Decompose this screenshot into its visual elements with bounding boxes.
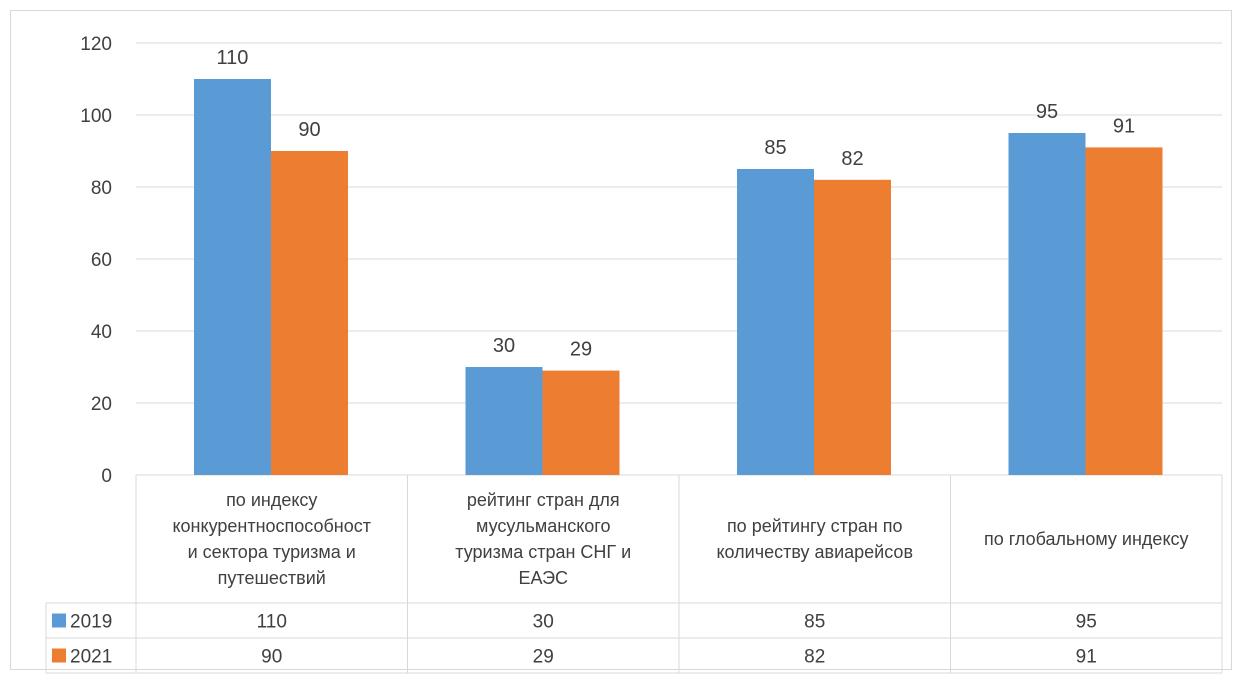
x-category-label: туризма стран СНГ и	[455, 542, 631, 562]
data-label: 90	[298, 119, 320, 141]
data-label: 110	[217, 47, 249, 69]
x-category-label: по глобальному индексу	[984, 529, 1189, 549]
x-category-label: рейтинг стран для	[467, 490, 620, 510]
table-value: 110	[257, 612, 287, 633]
table-value: 30	[533, 612, 554, 633]
table-value: 29	[533, 647, 554, 668]
bar	[737, 169, 814, 475]
bar	[271, 151, 348, 475]
x-category-label: количеству авиарейсов	[716, 542, 913, 562]
y-tick-label: 120	[80, 34, 112, 55]
bar	[814, 179, 891, 476]
data-label: 82	[841, 148, 863, 170]
y-tick-label: 60	[91, 250, 112, 271]
bar	[1085, 147, 1163, 475]
y-tick-label: 20	[91, 394, 112, 415]
y-tick-label: 40	[91, 322, 112, 343]
legend-label: 2019	[70, 612, 112, 633]
y-tick-label: 100	[80, 106, 112, 127]
data-label: 95	[1036, 101, 1058, 123]
bar	[194, 79, 271, 475]
table-value: 82	[804, 647, 825, 668]
x-category-label: и сектора туризма и	[188, 542, 356, 562]
legend-label: 2021	[70, 647, 112, 668]
table-value: 91	[1076, 647, 1097, 668]
data-label: 85	[764, 137, 786, 159]
table-value: 90	[261, 647, 282, 668]
bar	[465, 367, 543, 475]
bar	[542, 370, 620, 475]
x-category-label: конкурентноспособност	[172, 516, 371, 536]
x-category-label: путешествий	[218, 568, 326, 588]
x-category-label: мусульманского	[476, 516, 610, 536]
legend-swatch	[52, 648, 66, 663]
data-label: 29	[570, 339, 592, 361]
data-label: 30	[493, 335, 515, 357]
x-category-label: ЕАЭС	[518, 568, 568, 588]
legend-swatch	[52, 613, 66, 628]
bar	[1008, 133, 1086, 475]
x-category-label: по индексу	[226, 490, 317, 510]
table-value: 95	[1076, 612, 1097, 633]
table-value: 85	[804, 612, 825, 633]
data-label: 91	[1113, 115, 1135, 137]
y-tick-label: 80	[91, 178, 112, 199]
x-category-label: по рейтингу стран по	[727, 516, 903, 536]
y-tick-label: 0	[101, 466, 112, 487]
